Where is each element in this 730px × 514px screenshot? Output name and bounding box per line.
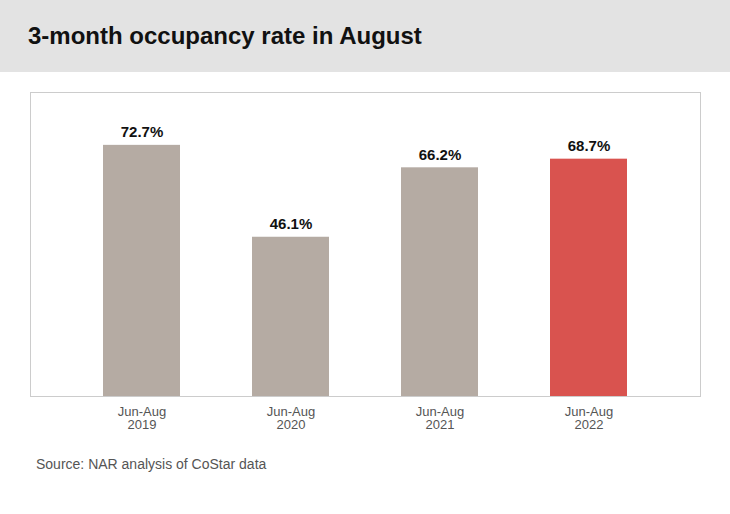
svg-text:Jun-Aug2020: Jun-Aug2020 (267, 404, 315, 432)
html-text:3-month occupancy rate in Augu: 3-month occupancy rate in August (28, 22, 422, 49)
svg-text:66.2%: 66.2% (419, 146, 462, 163)
svg-text:Jun-Aug2021: Jun-Aug2021 (416, 404, 464, 432)
svg-text:Jun-Aug2022: Jun-Aug2022 (565, 404, 613, 432)
svg-text:Jun-Aug2019: Jun-Aug2019 (118, 404, 166, 432)
svg-text:72.7%: 72.7% (121, 123, 164, 140)
svg-text:68.7%: 68.7% (568, 137, 611, 154)
svg-text:46.1%: 46.1% (270, 215, 313, 232)
html-text:Source: NAR analysis of CoStar: Source: NAR analysis of CoStar data (36, 456, 267, 472)
